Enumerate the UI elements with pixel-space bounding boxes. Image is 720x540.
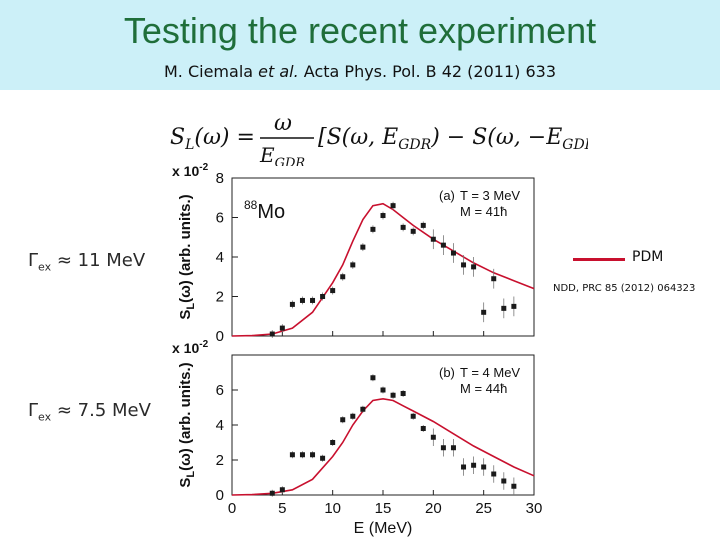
gamma-subscript: ex: [38, 260, 52, 274]
gamma-subscript: ex: [38, 410, 52, 424]
citation-journal: Acta Phys. Pol. B 42 (2011) 633: [298, 62, 556, 81]
nucleus-label: 88Mo: [244, 198, 285, 223]
data-point-b: [299, 452, 305, 458]
data-point-b: [430, 434, 436, 440]
formula-lhs: SL(ω) =: [170, 125, 255, 153]
data-point-b: [310, 452, 316, 458]
formula-numerator: ω: [274, 111, 292, 136]
y-scale-label-b: x 10-2: [172, 339, 209, 356]
x-tick-label: 20: [425, 500, 442, 517]
panel-label-b: (b): [439, 365, 455, 380]
x-tick-label: 0: [228, 500, 236, 517]
legend-line-pdm: [573, 258, 625, 261]
citation-etal: et al.: [258, 62, 299, 81]
reference-note: NDD, PRC 85 (2012) 064323: [553, 283, 696, 294]
data-point-b: [410, 413, 416, 419]
data-point-a: [330, 288, 336, 294]
data-point-a: [320, 294, 326, 299]
data-point-b: [289, 452, 295, 458]
y-tick-label-a: 2: [216, 289, 224, 306]
data-point-a: [430, 236, 436, 242]
data-point-b: [269, 490, 275, 496]
data-point-a: [310, 297, 316, 303]
y-tick-label-b: 0: [216, 487, 224, 504]
data-point-a: [370, 226, 376, 232]
data-point-b: [330, 440, 336, 445]
y-scale-label-a: x 10-2: [172, 162, 209, 179]
data-point-b: [400, 391, 406, 396]
x-tick-label: 30: [526, 500, 543, 517]
y-tick-label-a: 0: [216, 328, 224, 345]
data-point-a: [511, 303, 517, 309]
data-point-b: [420, 426, 426, 431]
x-tick-label: 10: [324, 500, 341, 517]
data-point-b: [461, 464, 467, 470]
slide-title: Testing the recent experiment: [123, 10, 597, 51]
data-point-b: [390, 392, 396, 398]
data-point-b: [440, 445, 446, 451]
gamma-width-bottom: Γex ≈ 7.5 MeV: [28, 400, 151, 424]
data-point-b: [350, 413, 356, 419]
y-tick-label-b: 6: [216, 382, 224, 399]
data-point-a: [400, 224, 406, 230]
pdm-curve-a: [231, 202, 535, 337]
data-point-b: [380, 387, 386, 393]
data-point-b: [511, 483, 517, 489]
formula-rhs: [S(ω, EGDR) − S(ω, −EGDR)]: [318, 125, 588, 153]
data-point-b: [340, 417, 346, 423]
y-tick-label-a: 4: [216, 249, 224, 266]
data-point-a: [501, 305, 507, 311]
data-point-a: [410, 228, 416, 234]
data-point-b: [491, 471, 497, 477]
panel-param-temp-b: T = 4 MeV: [460, 365, 520, 380]
data-point-a: [350, 262, 356, 268]
formula: SL(ω) = ω EGDR [S(ω, EGDR) − S(ω, −EGDR)…: [170, 111, 588, 166]
panel-param-spin-b: M = 44ħ: [460, 381, 507, 396]
x-tick-label: 15: [375, 500, 392, 517]
data-point-b: [450, 445, 456, 451]
data-point-a: [269, 331, 275, 337]
data-point-b: [481, 464, 487, 470]
data-point-a: [491, 276, 497, 282]
data-point-b: [471, 462, 477, 468]
x-axis-label: E (MeV): [354, 520, 413, 537]
y-axis-label-a: SL(ω) (arb. units.): [177, 194, 197, 319]
title-banner: [0, 0, 720, 90]
data-point-a: [481, 309, 487, 315]
data-point-a: [279, 325, 285, 331]
data-point-b: [370, 375, 376, 381]
data-point-a: [299, 297, 305, 303]
panel-label-a: (a): [439, 188, 455, 203]
y-tick-label-b: 2: [216, 452, 224, 469]
data-point-a: [360, 244, 366, 250]
y-tick-label-a: 6: [216, 210, 224, 227]
panel-param-spin-a: M = 41ħ: [460, 204, 507, 219]
data-point-a: [450, 250, 456, 256]
data-point-a: [461, 262, 467, 268]
citation-authors: M. Ciemala: [163, 62, 259, 81]
data-point-b: [320, 455, 326, 461]
data-point-a: [289, 301, 295, 307]
data-point-a: [380, 213, 386, 219]
panel-param-temp-a: T = 3 MeV: [460, 188, 520, 203]
data-point-b: [360, 406, 366, 412]
data-point-a: [471, 264, 477, 270]
data-point-a: [340, 274, 346, 280]
data-point-a: [440, 242, 446, 248]
y-tick-label-a: 8: [216, 170, 224, 187]
y-axis-label-b: SL(ω) (arb. units.): [177, 362, 197, 487]
data-point-b: [501, 478, 507, 484]
y-tick-label-b: 4: [216, 417, 224, 434]
data-point-b: [279, 487, 285, 493]
pdm-curve-b: [231, 397, 535, 496]
x-tick-label: 5: [278, 500, 286, 517]
citation: M. Ciemala et al. Acta Phys. Pol. B 42 (…: [0, 62, 720, 81]
data-point-a: [390, 203, 396, 209]
x-tick-label: 25: [475, 500, 492, 517]
gdr-plots: 0 2 4 6 8 x 10-2 SL(ω) (arb. units.) (a) T = 3 M…: [172, 162, 543, 537]
data-point-a: [420, 222, 426, 228]
legend-label-pdm: PDM: [632, 249, 664, 265]
gamma-width-top: Γex ≈ 11 MeV: [28, 250, 146, 274]
